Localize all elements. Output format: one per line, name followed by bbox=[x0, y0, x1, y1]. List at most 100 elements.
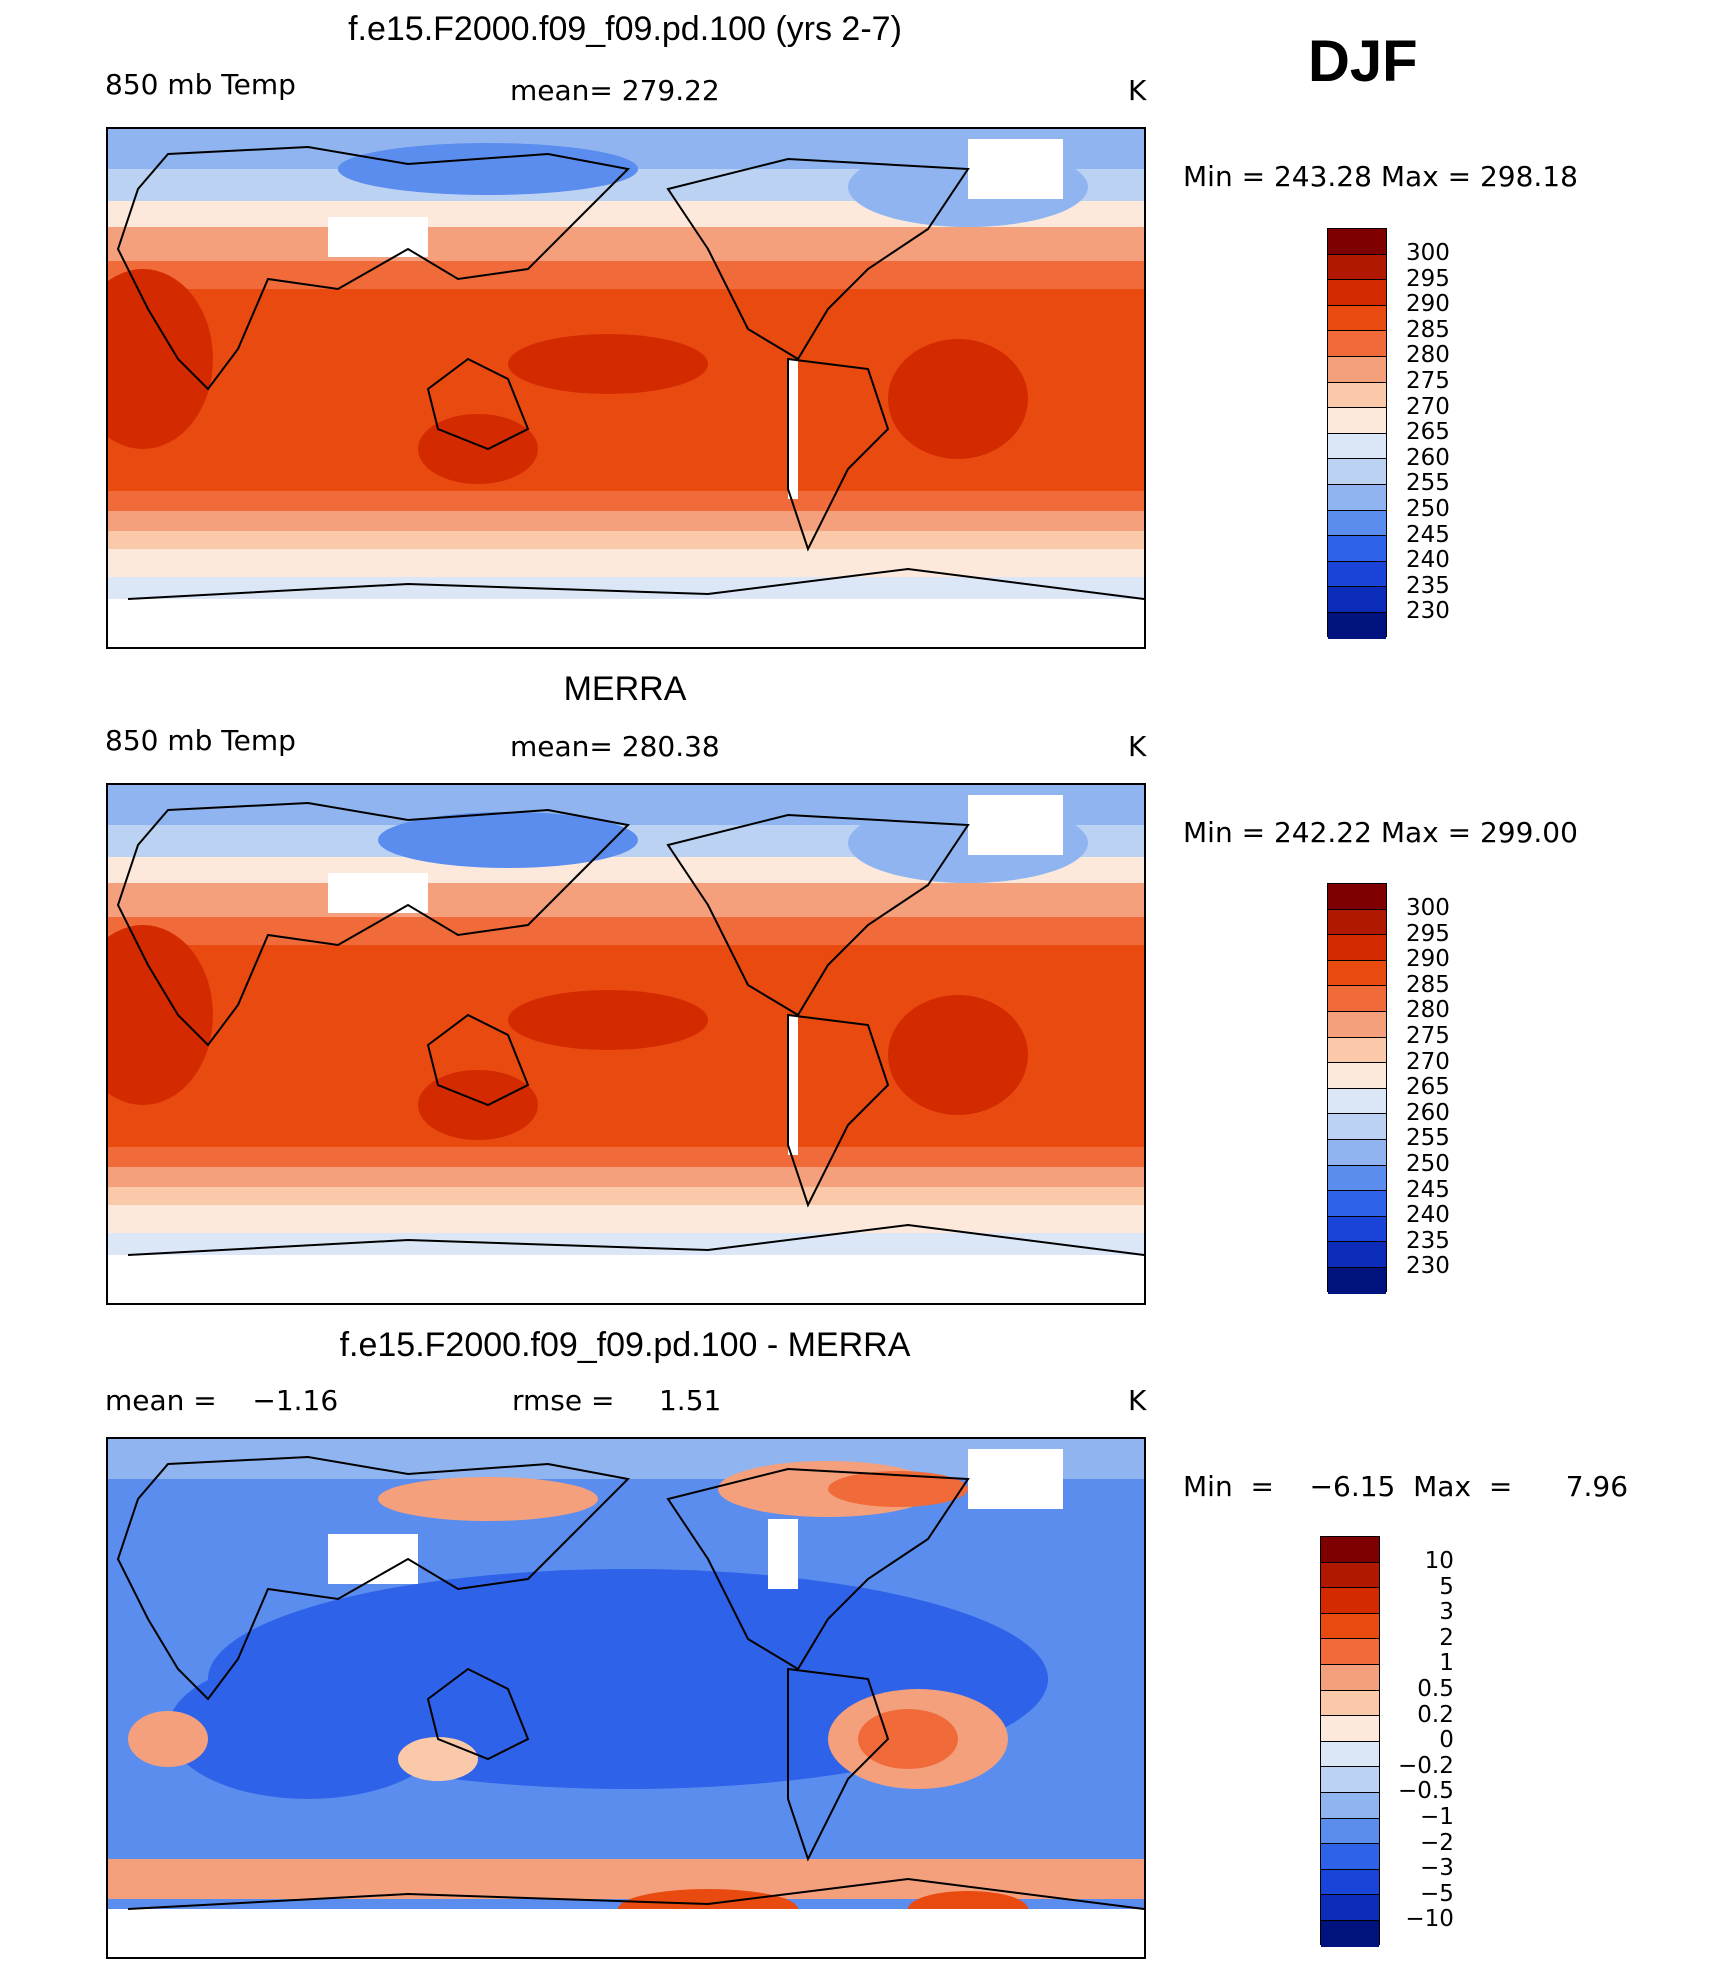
colorbar-tick-label: 295 bbox=[1406, 920, 1450, 947]
colorbar-tick-label: 240 bbox=[1406, 547, 1450, 574]
colorbar-tick-label: 3 bbox=[1439, 1599, 1454, 1626]
panel-2-colorbar-swatch bbox=[1328, 935, 1386, 961]
colorbar-tick-label: −5 bbox=[1419, 1880, 1454, 1907]
panel-2-title: MERRA bbox=[563, 670, 687, 708]
colorbar-tick-label: 250 bbox=[1406, 495, 1450, 522]
colorbar-tick-label: 285 bbox=[1406, 316, 1450, 343]
panel-1-colorbar-swatch bbox=[1328, 254, 1386, 281]
panel-2-units-label: K bbox=[1128, 730, 1147, 763]
panel-1-title: f.e15.F2000.f09_f09.pd.100 (yrs 2-7) bbox=[348, 10, 902, 48]
colorbar-tick-label: −0.2 bbox=[1398, 1752, 1454, 1779]
panel-1-colorbar-swatch bbox=[1328, 459, 1386, 485]
panel-2-colorbar-swatch bbox=[1328, 1063, 1386, 1089]
panel-3-colorbar-swatch bbox=[1321, 1664, 1379, 1691]
colorbar-tick-label: −1 bbox=[1419, 1803, 1454, 1830]
panel-1-colorbar-swatch bbox=[1328, 587, 1386, 613]
panel-2-colorbar-swatch bbox=[1328, 1011, 1386, 1038]
colorbar-tick-label: −2 bbox=[1419, 1829, 1454, 1856]
colorbar-tick-label: −0.5 bbox=[1398, 1778, 1454, 1805]
panel-1-colorbar-swatch bbox=[1328, 356, 1386, 383]
colorbar-tick-label: 0.5 bbox=[1417, 1675, 1454, 1702]
panel-3-mean-label: mean = −1.16 bbox=[105, 1384, 339, 1417]
panel-2-map bbox=[106, 783, 1146, 1305]
panel-3-colorbar-swatch bbox=[1321, 1639, 1379, 1665]
colorbar-tick-label: 1 bbox=[1439, 1650, 1454, 1677]
panel-2-colorbar-swatch bbox=[1328, 1139, 1386, 1166]
colorbar-tick-label: 265 bbox=[1406, 1074, 1450, 1101]
panel-3-map bbox=[106, 1437, 1146, 1959]
panel-2-colorbar-swatch bbox=[1328, 986, 1386, 1012]
panel-2-variable-label: 850 mb Temp bbox=[105, 724, 296, 757]
colorbar-tick-label: 240 bbox=[1406, 1202, 1450, 1229]
colorbar-tick-label: 245 bbox=[1406, 521, 1450, 548]
colorbar-tick-label: 285 bbox=[1406, 971, 1450, 998]
colorbar-tick-label: 260 bbox=[1406, 444, 1450, 471]
panel-3-rmse-label: rmse = 1.51 bbox=[512, 1384, 722, 1417]
colorbar-tick-label: 260 bbox=[1406, 1099, 1450, 1126]
panel-1-colorbar-swatch bbox=[1328, 484, 1386, 511]
panel-1-minmax: Min = 243.28 Max = 298.18 bbox=[1183, 160, 1578, 193]
colorbar-tick-label: 10 bbox=[1424, 1548, 1454, 1574]
panel-2-colorbar-swatch bbox=[1328, 960, 1386, 987]
colorbar-tick-label: 230 bbox=[1406, 1253, 1450, 1280]
panel-3-colorbar-swatch bbox=[1321, 1690, 1379, 1717]
colorbar-tick-label: −3 bbox=[1419, 1855, 1454, 1882]
panel-1-colorbar-swatch bbox=[1328, 408, 1386, 434]
panel-1-variable-label: 850 mb Temp bbox=[105, 68, 296, 101]
panel-3-colorbar-swatch bbox=[1321, 1562, 1379, 1589]
panel-3-colorbar-labels: 10 5 3 2 1 0.5 0.2 0 −0.2 −0.5 −1 −2 −3 … bbox=[1398, 1548, 1454, 1933]
panel-1-colorbar-swatch bbox=[1328, 536, 1386, 562]
panel-1-colorbar-swatch bbox=[1328, 510, 1386, 537]
colorbar-tick-label: 265 bbox=[1406, 419, 1450, 446]
panel-3-colorbar-swatch bbox=[1321, 1613, 1379, 1640]
panel-2-colorbar bbox=[1327, 883, 1387, 1294]
colorbar-tick-label: 270 bbox=[1406, 1048, 1450, 1075]
panel-3-map-field bbox=[108, 1439, 1144, 1957]
colorbar-tick-label: 0.2 bbox=[1417, 1701, 1454, 1728]
panel-2-colorbar-swatch bbox=[1328, 909, 1386, 936]
panel-3-colorbar-swatch bbox=[1321, 1920, 1379, 1947]
colorbar-tick-label: 280 bbox=[1406, 997, 1450, 1024]
panel-2-colorbar-swatch bbox=[1328, 1242, 1386, 1268]
panel-3-minmax: Min = −6.15 Max = 7.96 bbox=[1183, 1470, 1629, 1503]
panel-2-colorbar-labels: 300 295 290 285 280 275 270 265 260 255 … bbox=[1406, 895, 1450, 1280]
panel-2-colorbar-swatch bbox=[1328, 1088, 1386, 1115]
colorbar-tick-label: 290 bbox=[1406, 291, 1450, 318]
panel-3-colorbar-swatch bbox=[1321, 1869, 1379, 1896]
panel-1-colorbar-swatch bbox=[1328, 305, 1386, 332]
panel-1-colorbar-swatch bbox=[1328, 433, 1386, 460]
panel-1-map bbox=[106, 127, 1146, 649]
panel-3-colorbar-swatch bbox=[1321, 1537, 1379, 1563]
colorbar-tick-label: 245 bbox=[1406, 1176, 1450, 1203]
panel-3-title: f.e15.F2000.f09_f09.pd.100 - MERRA bbox=[339, 1326, 911, 1364]
panel-2-minmax: Min = 242.22 Max = 299.00 bbox=[1183, 816, 1578, 849]
colorbar-tick-label: 275 bbox=[1406, 367, 1450, 394]
panel-3-units-label: K bbox=[1128, 1384, 1147, 1417]
panel-3-colorbar-swatch bbox=[1321, 1588, 1379, 1614]
panel-1-units-label: K bbox=[1128, 74, 1147, 107]
colorbar-tick-label: 270 bbox=[1406, 393, 1450, 420]
colorbar-tick-label: 5 bbox=[1439, 1573, 1454, 1600]
colorbar-tick-label: 290 bbox=[1406, 946, 1450, 973]
panel-3-colorbar-swatch bbox=[1321, 1716, 1379, 1742]
panel-1-colorbar-swatch bbox=[1328, 612, 1386, 639]
colorbar-tick-label: 300 bbox=[1406, 895, 1450, 921]
colorbar-tick-label: 295 bbox=[1406, 265, 1450, 292]
panel-2-colorbar-swatch bbox=[1328, 1037, 1386, 1064]
panel-1-colorbar-swatch bbox=[1328, 561, 1386, 588]
panel-2-colorbar-swatch bbox=[1328, 1267, 1386, 1294]
panel-1-colorbar-swatch bbox=[1328, 280, 1386, 306]
panel-3-colorbar-swatch bbox=[1321, 1792, 1379, 1819]
panel-1-colorbar-swatch bbox=[1328, 382, 1386, 409]
colorbar-tick-label: 255 bbox=[1406, 1125, 1450, 1152]
season-title: DJF bbox=[1308, 29, 1418, 94]
colorbar-tick-label: 230 bbox=[1406, 598, 1450, 625]
colorbar-tick-label: 300 bbox=[1406, 240, 1450, 266]
panel-2-colorbar-swatch bbox=[1328, 1165, 1386, 1192]
colorbar-tick-label: −10 bbox=[1405, 1906, 1454, 1933]
panel-3-colorbar bbox=[1320, 1536, 1380, 1947]
colorbar-tick-label: 0 bbox=[1439, 1727, 1454, 1754]
panel-3-colorbar-swatch bbox=[1321, 1895, 1379, 1921]
panel-1-colorbar-swatch bbox=[1328, 331, 1386, 357]
panel-3-colorbar-swatch bbox=[1321, 1844, 1379, 1870]
